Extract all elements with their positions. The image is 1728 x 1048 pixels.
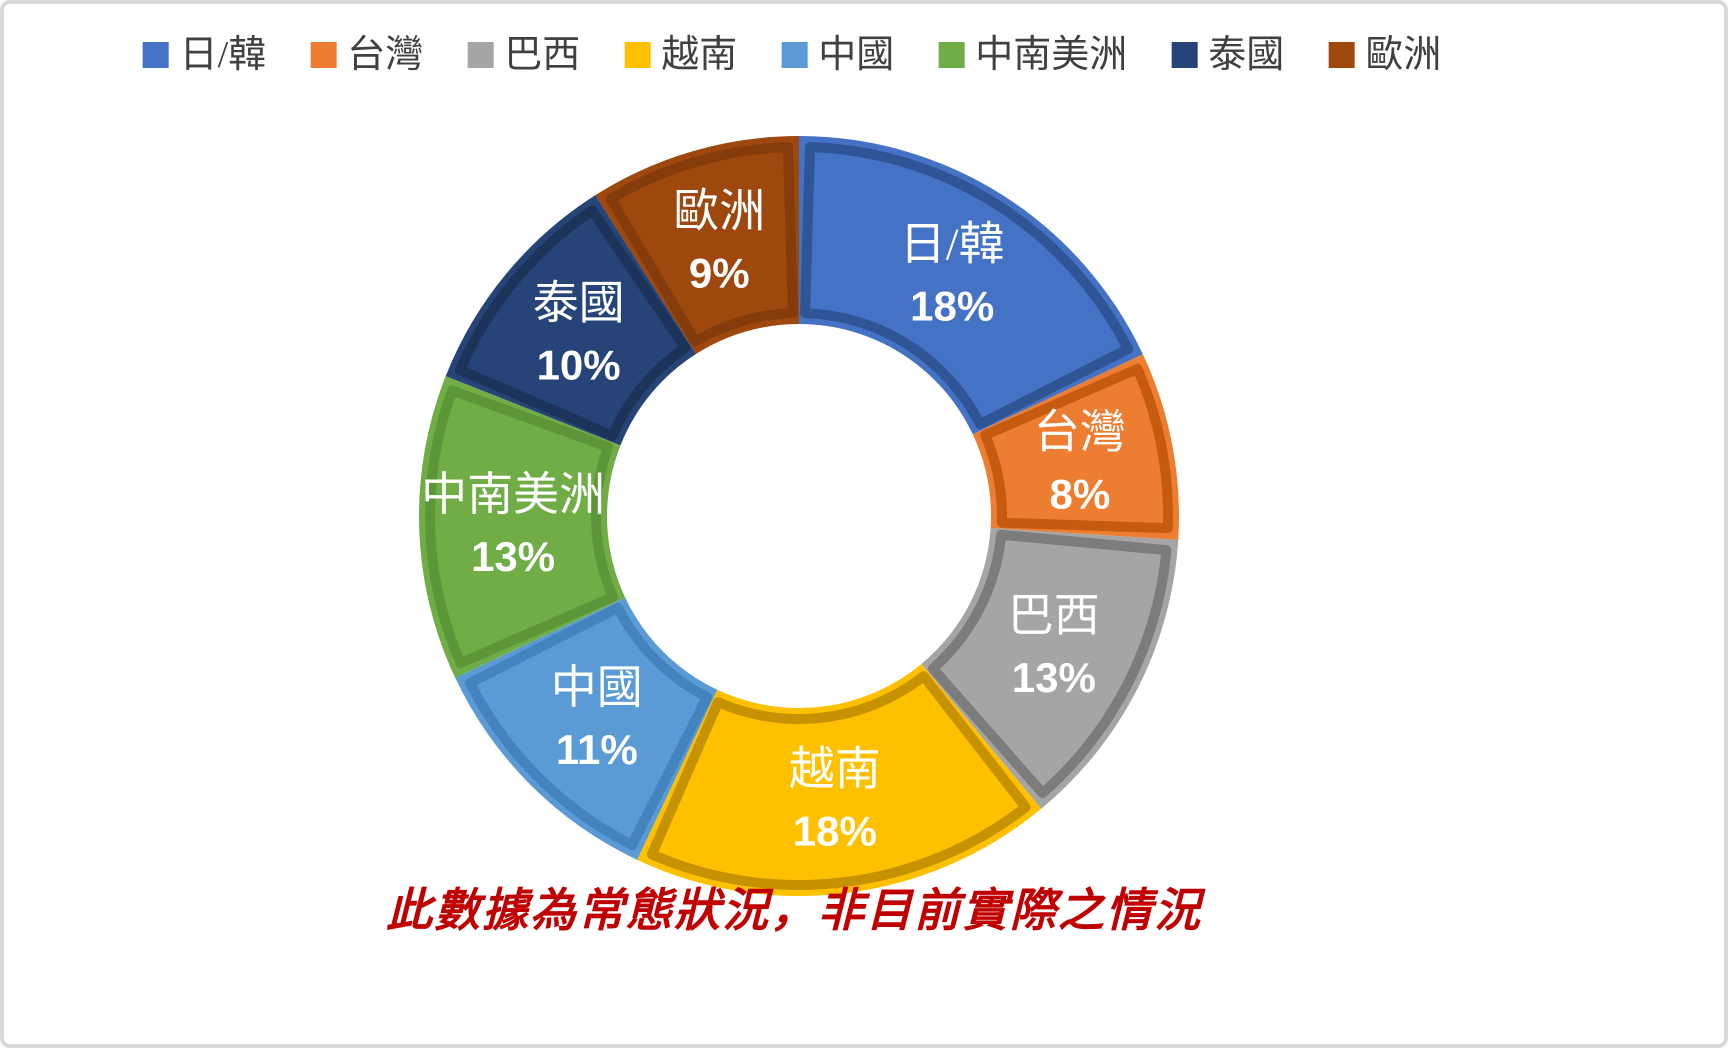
slice-data-label: 巴西 13% — [1008, 590, 1100, 701]
legend-item-3: 巴西 — [467, 36, 580, 74]
slice-data-label: 日/韓 18% — [900, 219, 1005, 330]
legend-item-5: 中國 — [781, 36, 894, 74]
chart-caption: 此數據為常態狀況，非目前實際之情況 — [386, 885, 1202, 936]
legend-label: 中南美洲 — [975, 34, 1128, 76]
donut-slice-2 — [972, 354, 1179, 540]
legend-label: 日/韓 — [179, 34, 267, 76]
legend-label: 歐洲 — [1365, 34, 1442, 76]
donut-slice-edge — [980, 363, 1173, 534]
donut-slice-6 — [418, 376, 626, 678]
slice-data-label: 歐洲 9% — [673, 185, 765, 296]
donut-slice-edge — [646, 671, 1031, 890]
legend-label: 台灣 — [347, 34, 424, 76]
legend-marker-icon — [467, 42, 494, 68]
donut-slice-edge — [605, 142, 798, 347]
donut-slice-4 — [637, 663, 1042, 896]
donut-slice-edge — [425, 385, 618, 669]
legend-label: 巴西 — [504, 34, 581, 76]
legend-marker-icon — [624, 42, 651, 68]
donut-slice-edge — [800, 142, 1134, 430]
legend-marker-icon — [781, 42, 808, 68]
chart-legend: 日/韓 台灣 巴西 越南 中國 中南美洲 泰國 歐洲 — [142, 34, 1441, 76]
legend-marker-icon — [142, 42, 169, 68]
legend-label: 越南 — [661, 34, 738, 76]
slice-data-label: 台灣 8% — [1034, 406, 1126, 517]
legend-label: 泰國 — [1208, 34, 1285, 76]
legend-item-7: 泰國 — [1171, 36, 1284, 74]
donut-slice-7 — [445, 195, 697, 446]
legend-item-6: 中南美洲 — [938, 36, 1127, 74]
donut-slice-edge — [928, 529, 1172, 799]
legend-item-2: 台灣 — [310, 36, 423, 74]
donut-slice-edge — [455, 205, 691, 441]
slice-data-label: 泰國 10% — [533, 278, 625, 389]
legend-item-8: 歐洲 — [1328, 36, 1441, 74]
donut-slice-5 — [455, 597, 718, 860]
slice-data-label: 越南 18% — [789, 744, 881, 855]
legend-item-4: 越南 — [624, 36, 737, 74]
donut-slice-8 — [595, 136, 799, 354]
legend-label: 中國 — [818, 34, 895, 76]
legend-item-1: 日/韓 — [142, 34, 267, 76]
donut-chart: 日/韓 18% 台灣 8% 巴西 13% 越南 18% 中國 11% 中南美洲 13% 泰國 10% 歐洲 9… — [418, 136, 1179, 896]
legend-marker-icon — [938, 42, 965, 68]
legend-marker-icon — [1328, 42, 1355, 68]
legend-marker-icon — [1171, 42, 1198, 68]
slice-data-label: 中南美洲 13% — [421, 469, 605, 580]
slice-data-label: 中國 11% — [551, 662, 643, 773]
donut-slice-1 — [799, 136, 1143, 435]
donut-slice-edge — [464, 602, 713, 851]
legend-marker-icon — [310, 42, 337, 68]
